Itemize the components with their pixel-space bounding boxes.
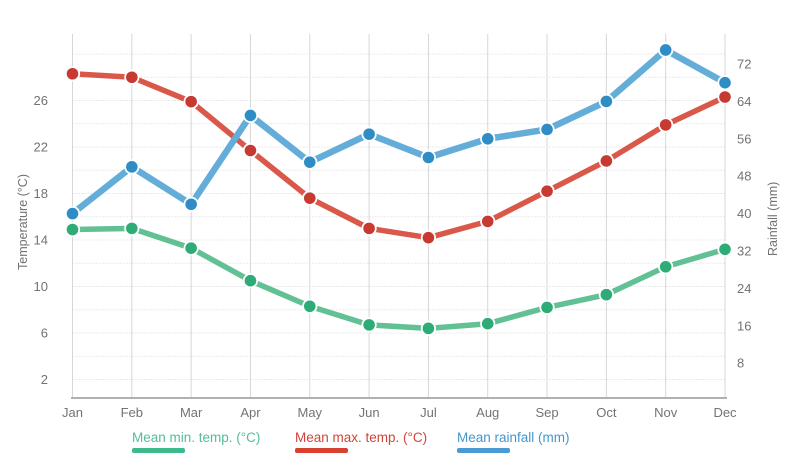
month-label-jun: Jun <box>359 405 380 420</box>
right-axis-tick-label: 16 <box>737 318 751 333</box>
month-label-feb: Feb <box>121 405 143 420</box>
data-point-mean-max-temp-c-feb[interactable] <box>126 71 138 84</box>
legend-label: Mean max. temp. (°C) <box>295 430 428 445</box>
data-point-mean-rainfall-mm-nov[interactable] <box>659 44 672 56</box>
data-point-mean-min-temp-c-feb[interactable] <box>126 222 138 235</box>
data-point-mean-rainfall-mm-feb[interactable] <box>126 161 138 173</box>
data-point-mean-max-temp-c-nov[interactable] <box>659 119 672 131</box>
data-point-mean-min-temp-c-mar[interactable] <box>185 242 197 254</box>
data-point-mean-min-temp-c-may[interactable] <box>303 300 316 313</box>
data-point-mean-min-temp-c-jul[interactable] <box>422 322 435 335</box>
data-point-mean-rainfall-mm-mar[interactable] <box>185 198 197 211</box>
data-point-mean-rainfall-mm-oct[interactable] <box>600 95 613 108</box>
series-line-mean-max-temp-c[interactable] <box>69 71 728 241</box>
data-point-mean-min-temp-c-aug[interactable] <box>481 317 494 330</box>
month-label-nov: Nov <box>654 405 678 420</box>
data-point-mean-rainfall-mm-dec[interactable] <box>719 76 731 89</box>
legend-swatch <box>457 448 510 453</box>
data-point-mean-min-temp-c-nov[interactable] <box>659 260 672 273</box>
month-label-jul: Jul <box>420 405 437 420</box>
data-point-mean-max-temp-c-aug[interactable] <box>481 215 494 228</box>
month-label-dec: Dec <box>713 405 737 420</box>
data-point-mean-max-temp-c-jun[interactable] <box>363 222 375 235</box>
legend-item-mean-rainfall-mm[interactable]: Mean rainfall (mm) <box>457 430 570 453</box>
right-axis-tick-label: 72 <box>737 57 751 72</box>
data-point-mean-rainfall-mm-sep[interactable] <box>541 123 553 136</box>
data-point-mean-rainfall-mm-jun[interactable] <box>363 128 375 140</box>
legend-label: Mean rainfall (mm) <box>457 430 570 445</box>
data-point-mean-min-temp-c-oct[interactable] <box>600 288 613 301</box>
data-point-mean-max-temp-c-jan[interactable] <box>66 67 79 80</box>
month-label-may: May <box>297 405 322 420</box>
data-point-mean-max-temp-c-sep[interactable] <box>541 185 553 197</box>
left-axis-tick-label: 26 <box>34 93 48 108</box>
data-point-mean-min-temp-c-dec[interactable] <box>719 243 731 256</box>
right-axis-tick-label: 8 <box>737 356 744 371</box>
data-point-mean-max-temp-c-jul[interactable] <box>422 231 435 244</box>
month-label-oct: Oct <box>596 405 617 420</box>
data-point-mean-min-temp-c-apr[interactable] <box>244 274 257 287</box>
left-axis-tick-label: 22 <box>34 140 48 155</box>
left-axis-title: Temperature (°C) <box>16 174 30 270</box>
right-axis-tick-label: 56 <box>737 131 751 146</box>
month-label-mar: Mar <box>180 405 203 420</box>
right-axis-tick-label: 24 <box>737 281 751 296</box>
legend-swatch <box>132 448 185 453</box>
data-point-mean-rainfall-mm-jul[interactable] <box>422 151 435 164</box>
data-point-mean-max-temp-c-apr[interactable] <box>244 144 257 157</box>
legend-item-mean-min-temp-c[interactable]: Mean min. temp. (°C) <box>132 430 260 453</box>
legend-label: Mean min. temp. (°C) <box>132 430 261 445</box>
legend-swatch <box>295 448 348 453</box>
right-axis-tick-label: 48 <box>737 169 751 184</box>
right-axis-tick-label: 64 <box>737 94 751 109</box>
left-axis-tick-label: 2 <box>41 372 48 387</box>
left-axis-tick-label: 6 <box>41 326 48 341</box>
right-axis-tick-label: 40 <box>737 206 751 221</box>
chart-legend: Mean min. temp. (°C) Mean max. temp. (°C)… <box>0 428 790 460</box>
data-point-mean-min-temp-c-jun[interactable] <box>363 319 375 331</box>
left-axis-tick-label: 14 <box>34 233 48 248</box>
data-point-mean-max-temp-c-dec[interactable] <box>719 91 731 103</box>
month-label-apr: Apr <box>240 405 261 420</box>
data-point-mean-rainfall-mm-jan[interactable] <box>66 207 79 220</box>
month-label-aug: Aug <box>476 405 499 420</box>
data-point-mean-max-temp-c-oct[interactable] <box>600 155 613 167</box>
data-point-mean-min-temp-c-sep[interactable] <box>541 301 553 314</box>
data-point-mean-min-temp-c-jan[interactable] <box>66 223 79 236</box>
data-point-mean-rainfall-mm-aug[interactable] <box>481 133 494 145</box>
data-point-mean-rainfall-mm-may[interactable] <box>303 156 316 168</box>
right-axis-title: Rainfall (mm) <box>766 181 780 256</box>
right-axis-tick-label: 32 <box>737 244 751 259</box>
month-label-jan: Jan <box>62 405 83 420</box>
data-point-mean-rainfall-mm-apr[interactable] <box>244 109 257 122</box>
data-point-mean-max-temp-c-may[interactable] <box>303 192 316 204</box>
series-line-mean-min-temp-c[interactable] <box>69 225 728 332</box>
month-label-sep: Sep <box>535 405 558 420</box>
left-axis-tick-label: 10 <box>34 279 48 294</box>
series-line-mean-rainfall-mm[interactable] <box>69 46 729 217</box>
data-point-mean-max-temp-c-mar[interactable] <box>185 95 197 108</box>
legend-item-mean-max-temp-c[interactable]: Mean max. temp. (°C) <box>295 430 427 453</box>
left-axis-tick-label: 18 <box>34 186 48 201</box>
